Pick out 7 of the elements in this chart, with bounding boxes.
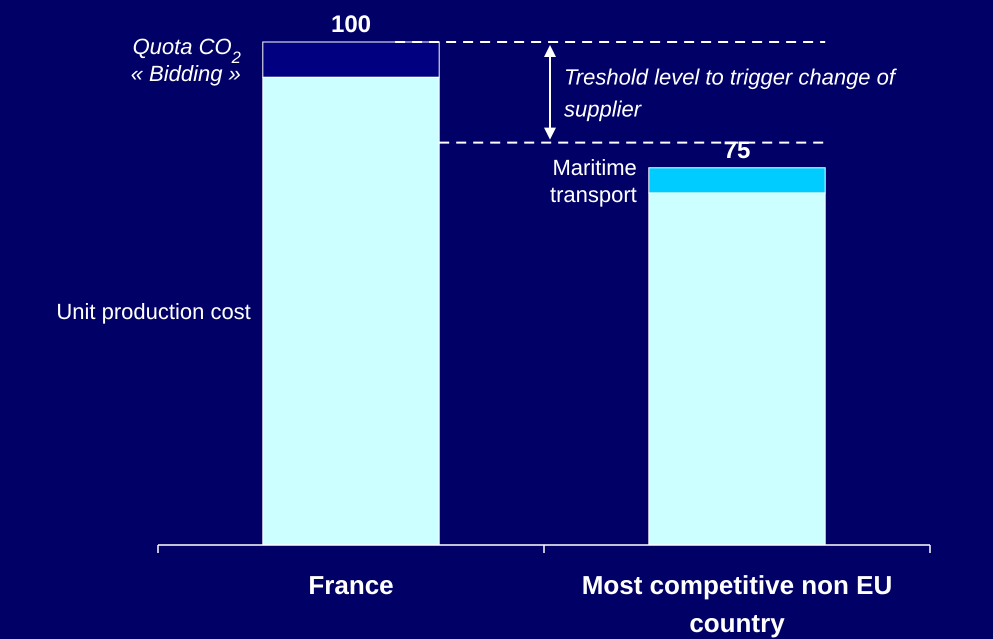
total-label: 100 — [330, 11, 372, 38]
x-tick-label: France — [308, 570, 394, 600]
x-tick-label: Most competitive non EU country — [582, 570, 892, 638]
series-label: Unit production cost — [56, 299, 251, 324]
annotation: Treshold level to trigger change of supplier — [564, 64, 898, 122]
series-label: Maritime transport — [550, 154, 637, 207]
series-label: Quota CO$_{2}$ « Bidding » — [130, 34, 241, 86]
